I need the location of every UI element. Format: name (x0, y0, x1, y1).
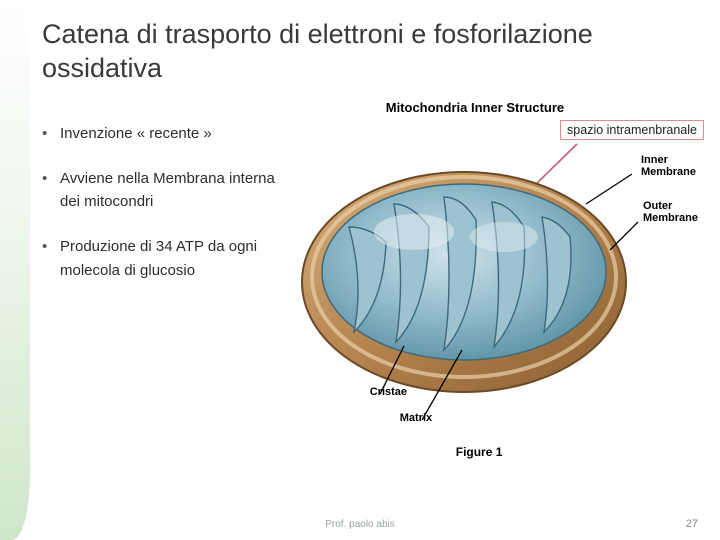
label-figure-caption: Figure 1 (456, 446, 503, 460)
list-item: Avviene nella Membrana interna dei mitoc… (42, 167, 284, 214)
mitochondria-diagram (294, 132, 656, 444)
label-matrix: Matrix (400, 412, 432, 425)
label-cristae: Cristae (370, 386, 407, 399)
footer: Prof. paolo abis (0, 519, 720, 530)
slide-title: Catena di trasporto di elettroni e fosfo… (42, 18, 690, 86)
list-item: Invenzione « recente » (42, 122, 284, 145)
label-inner-membrane: InnerMembrane (641, 154, 696, 179)
figure-heading: Mitochondria Inner Structure (386, 100, 564, 115)
page-number: 27 (686, 518, 698, 530)
label-outer-membrane: OuterMembrane (643, 200, 698, 225)
bullet-list: Invenzione « recente » Avviene nella Mem… (42, 114, 284, 474)
footer-author: Prof. paolo abis (325, 519, 395, 530)
list-item: Produzione di 34 ATP da ogni molecola di… (42, 235, 284, 282)
mitochondria-figure: Mitochondria Inner Structure spazio intr… (294, 114, 690, 474)
